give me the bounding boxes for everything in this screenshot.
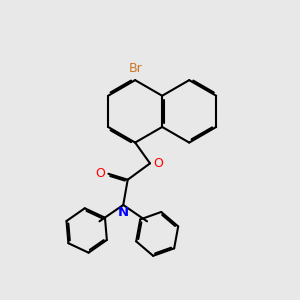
Text: N: N [118,206,129,220]
Text: Br: Br [128,62,142,75]
Text: O: O [95,167,105,180]
Text: O: O [154,157,164,170]
